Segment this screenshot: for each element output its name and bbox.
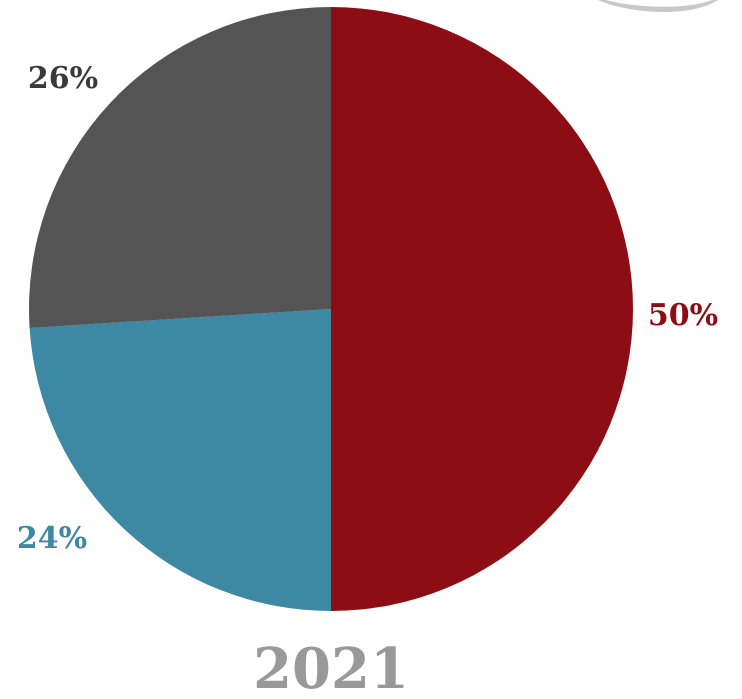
slice-label: 26%: [28, 61, 98, 96]
pie-slices: [29, 7, 633, 611]
slice-label: 24%: [17, 521, 87, 556]
chart-title: 2021: [253, 636, 409, 699]
pie-labels: 50% 24% 26%: [17, 61, 718, 556]
slice-label: 50%: [648, 298, 718, 333]
decorative-swoosh: [598, 0, 718, 13]
pie-slice: [29, 7, 331, 328]
pie-slice: [331, 7, 633, 611]
pie-slice: [29, 309, 331, 611]
